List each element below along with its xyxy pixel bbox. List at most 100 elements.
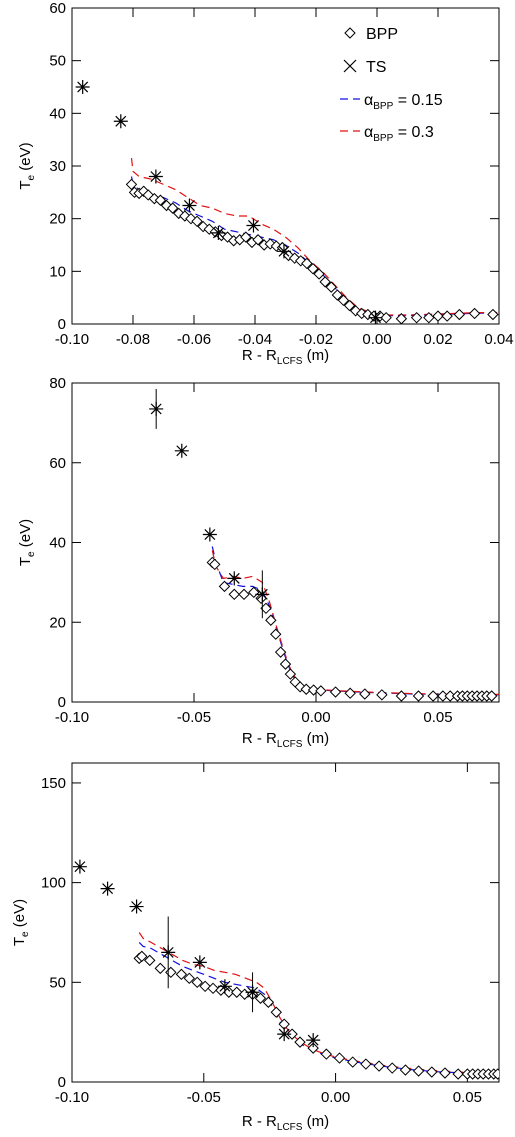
bpp-point bbox=[376, 689, 388, 701]
plot-area bbox=[72, 859, 499, 1080]
bpp-point bbox=[329, 686, 342, 698]
bpp-point bbox=[307, 684, 320, 696]
bpp-point bbox=[284, 668, 297, 680]
y-tick-label: 10 bbox=[49, 263, 66, 280]
x-tick-label: -0.02 bbox=[299, 331, 333, 348]
bpp-point bbox=[426, 1066, 438, 1078]
ts-point bbox=[149, 401, 164, 416]
bpp-point bbox=[347, 1056, 359, 1068]
y-tick-label: 150 bbox=[41, 775, 66, 792]
plot-frame bbox=[71, 7, 500, 325]
ts-point bbox=[182, 198, 197, 213]
bpp-point bbox=[223, 986, 235, 998]
bpp-point bbox=[209, 558, 221, 571]
x-tick-label: -0.10 bbox=[55, 331, 89, 348]
bpp-point bbox=[301, 257, 313, 270]
legend-ts-label: TS bbox=[366, 59, 386, 76]
bpp-point bbox=[197, 220, 209, 233]
ts-point bbox=[306, 1033, 321, 1048]
chart-0: -0.10 -0.08 -0.06 -0.04 -0.02 0.00 0.02 0.04 0 10… bbox=[17, 0, 514, 367]
x-tick-label: -0.10 bbox=[55, 1089, 89, 1106]
bpp-point bbox=[294, 681, 306, 693]
ts-point bbox=[75, 80, 90, 94]
bpp-point bbox=[373, 1060, 385, 1072]
bpp-point bbox=[427, 690, 439, 702]
bpp-point bbox=[412, 690, 425, 702]
legend-a015-label: αBPP = 0.15 bbox=[364, 92, 443, 112]
bpp-point bbox=[307, 1042, 319, 1054]
x-axis-label: R - RLCFS (m) bbox=[242, 730, 329, 750]
bpp-point bbox=[423, 311, 435, 324]
bpp-point bbox=[231, 986, 243, 998]
y-tick-label: 60 bbox=[49, 455, 66, 472]
ts-point bbox=[148, 169, 163, 184]
x-tick-label: 0.00 bbox=[321, 1089, 350, 1106]
ts-point bbox=[368, 310, 383, 324]
bpp-point bbox=[288, 252, 301, 264]
bpp-point bbox=[144, 954, 156, 967]
bpp-point bbox=[343, 299, 356, 312]
ts-point bbox=[174, 443, 189, 458]
chart-1: -0.10 -0.05 0.00 0.05 0 20 40 60 80 R - RLCFS (m)… bbox=[17, 378, 500, 750]
legend-bpp-marker bbox=[344, 27, 356, 39]
bpp-point bbox=[248, 586, 260, 599]
chart-panel-middle: -0.10 -0.05 0.00 0.05 0 20 40 60 80 R - RLCFS (m)… bbox=[0, 378, 515, 756]
bpp-point bbox=[315, 685, 327, 697]
bpp-point bbox=[432, 310, 444, 322]
x-tick-label: -0.05 bbox=[177, 709, 211, 726]
bpp-point bbox=[240, 231, 252, 243]
series-line-a015 bbox=[211, 546, 499, 696]
bpp-point bbox=[452, 1068, 464, 1080]
bpp-point bbox=[344, 687, 356, 699]
x-tick-label: 0.00 bbox=[362, 331, 391, 348]
ts-point bbox=[192, 955, 207, 970]
y-tick-label: 40 bbox=[49, 105, 66, 122]
bpp-point bbox=[183, 972, 196, 985]
y-tick-label: 80 bbox=[49, 378, 66, 392]
y-tick-label: 50 bbox=[49, 53, 66, 70]
bpp-point bbox=[199, 980, 211, 993]
bpp-point bbox=[360, 1058, 372, 1070]
legend-ts-marker bbox=[343, 59, 357, 73]
y-axis-label: Te (eV) bbox=[17, 519, 37, 566]
bpp-point bbox=[154, 962, 167, 975]
series-line-a015 bbox=[130, 176, 499, 317]
bpp-point bbox=[453, 308, 466, 321]
y-tick-label: 20 bbox=[49, 614, 66, 631]
ts-point bbox=[113, 114, 128, 129]
bpp-point bbox=[395, 690, 408, 702]
bpp-point bbox=[395, 313, 408, 324]
bpp-point bbox=[228, 588, 240, 601]
y-tick-label: 20 bbox=[49, 211, 66, 228]
ts-point bbox=[276, 244, 291, 259]
x-tick-label: 0.04 bbox=[484, 331, 513, 348]
y-tick-label: 100 bbox=[41, 875, 66, 892]
y-tick-label: 60 bbox=[49, 0, 66, 17]
bpp-point bbox=[337, 294, 350, 307]
y-tick-label: 30 bbox=[49, 158, 66, 175]
y-tick-label: 0 bbox=[58, 1074, 66, 1091]
bpp-point bbox=[359, 688, 371, 700]
bpp-point bbox=[264, 238, 276, 250]
bpp-point bbox=[439, 1067, 451, 1079]
ts-point bbox=[72, 859, 87, 874]
legend-bpp-label: BPP bbox=[366, 26, 398, 43]
bpp-point bbox=[136, 950, 148, 963]
ts-point bbox=[245, 985, 260, 1000]
bpp-point bbox=[175, 968, 188, 981]
bpp-point bbox=[294, 1036, 306, 1048]
plot-area bbox=[149, 388, 499, 702]
bpp-point bbox=[491, 1068, 499, 1080]
bpp-point bbox=[331, 289, 344, 301]
x-tick-label: 0.00 bbox=[301, 709, 330, 726]
ts-point bbox=[129, 899, 144, 914]
bpp-point bbox=[485, 690, 498, 702]
bpp-point bbox=[487, 308, 499, 321]
bpp-point bbox=[218, 580, 231, 593]
chart-panel-top: -0.10 -0.08 -0.06 -0.04 -0.02 0.00 0.02 0.04 0 10… bbox=[0, 0, 515, 378]
bpp-point bbox=[307, 262, 319, 275]
bpp-point bbox=[313, 268, 325, 280]
bpp-point bbox=[468, 307, 481, 320]
x-axis-label: R - RLCFS (m) bbox=[242, 1113, 329, 1133]
bpp-point bbox=[125, 178, 138, 191]
